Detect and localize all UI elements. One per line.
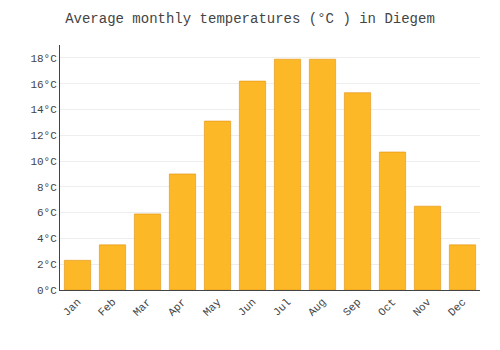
svg-text:Dec: Dec <box>446 296 468 318</box>
svg-text:0°C: 0°C <box>37 285 57 297</box>
svg-text:Nov: Nov <box>411 296 434 319</box>
svg-text:8°C: 8°C <box>37 182 57 194</box>
svg-text:Jul: Jul <box>271 296 293 318</box>
svg-text:Sep: Sep <box>341 296 363 318</box>
svg-text:Aug: Aug <box>306 296 328 318</box>
svg-text:Apr: Apr <box>166 296 188 318</box>
svg-text:12°C: 12°C <box>30 130 57 142</box>
svg-text:Feb: Feb <box>96 296 118 318</box>
svg-text:2°C: 2°C <box>37 259 57 271</box>
svg-text:4°C: 4°C <box>37 233 57 245</box>
svg-text:Mar: Mar <box>131 296 153 318</box>
svg-text:16°C: 16°C <box>30 79 57 91</box>
svg-text:May: May <box>201 296 224 319</box>
svg-text:Jun: Jun <box>236 296 258 318</box>
svg-text:6°C: 6°C <box>37 207 57 219</box>
svg-text:Average monthly temperatures (: Average monthly temperatures (°C ) in Di… <box>65 11 435 27</box>
svg-text:14°C: 14°C <box>30 104 57 116</box>
svg-text:Oct: Oct <box>376 296 398 318</box>
svg-text:18°C: 18°C <box>30 53 57 65</box>
svg-text:10°C: 10°C <box>30 156 57 168</box>
svg-text:Jan: Jan <box>61 296 83 318</box>
